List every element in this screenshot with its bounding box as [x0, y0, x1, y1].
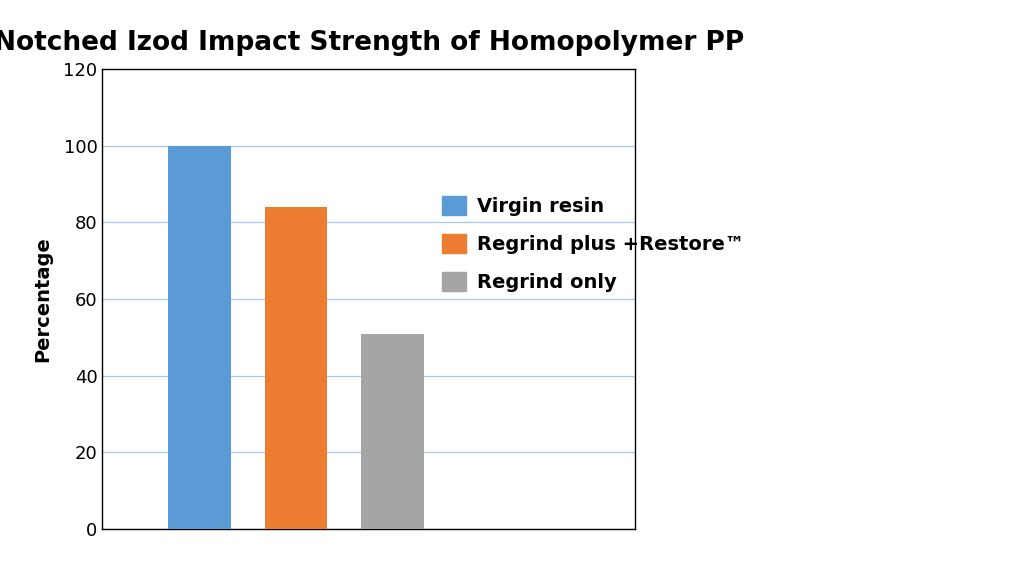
Title: Notched Izod Impact Strength of Homopolymer PP: Notched Izod Impact Strength of Homopoly…	[0, 29, 743, 56]
Bar	[361, 334, 424, 529]
Y-axis label: Percentage: Percentage	[34, 236, 52, 362]
Bar	[168, 145, 230, 529]
Legend: Virgin resin, Regrind plus +Restore™, Regrind only: Virgin resin, Regrind plus +Restore™, Re…	[442, 196, 744, 292]
Bar	[264, 207, 328, 529]
